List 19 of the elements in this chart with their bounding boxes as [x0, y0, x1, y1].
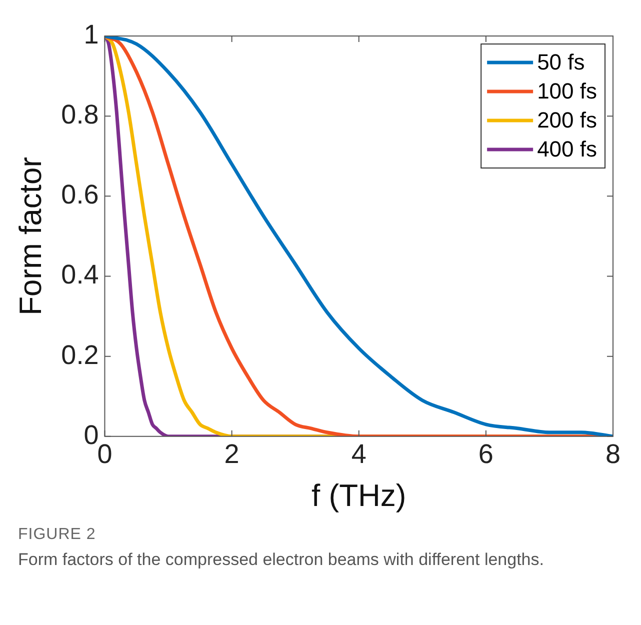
x-tick-label: 8: [605, 439, 621, 470]
y-axis-title: Form factor: [13, 156, 48, 316]
legend-label: 400 fs: [537, 136, 598, 162]
legend-label: 100 fs: [537, 78, 598, 104]
legend-label: 50 fs: [537, 50, 585, 75]
caption: FIGURE 2: [18, 526, 97, 544]
x-tick-label: 6: [478, 439, 494, 470]
y-tick-label: 0.6: [61, 180, 99, 210]
y-tick-label: 0: [84, 420, 99, 450]
line-series: [104, 36, 613, 436]
y-tick-label: 1: [84, 19, 99, 50]
y-tick-label: 0.4: [61, 260, 99, 290]
x-tick-label: 4: [351, 439, 366, 470]
x-tick-label: 2: [224, 439, 240, 470]
x-axis-title: f (THz): [312, 478, 406, 513]
y-tick-label: 0.2: [61, 340, 99, 370]
legend-label: 200 fs: [537, 108, 598, 133]
text: Form factors of the compressed electron beams with different lengths.: [18, 549, 545, 571]
y-tick-label: 0.8: [61, 100, 99, 130]
